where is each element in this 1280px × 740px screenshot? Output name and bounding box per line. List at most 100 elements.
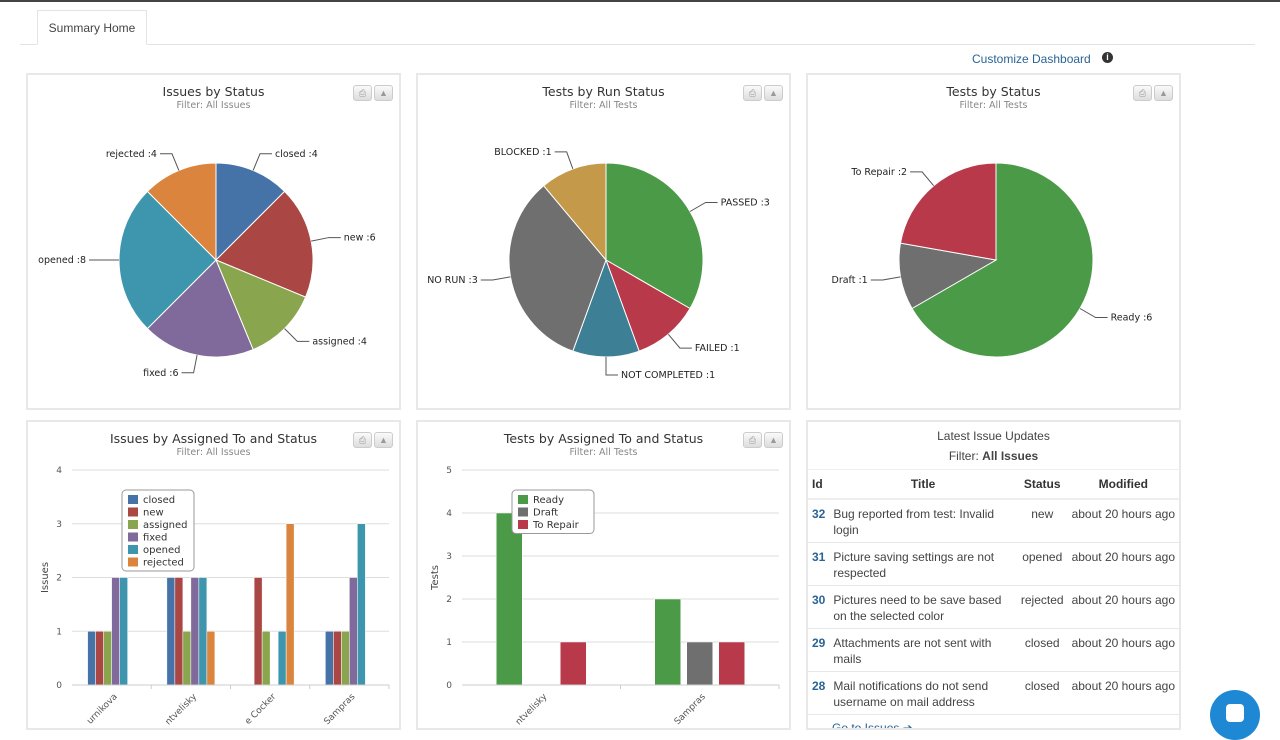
pie-label: rejected :4 <box>106 149 157 160</box>
chat-icon <box>1226 704 1244 722</box>
issue-id-link[interactable]: 31 <box>808 542 830 586</box>
chart-filter: Filter: All Tests <box>569 447 638 458</box>
download-icon[interactable]: ▲ <box>374 85 393 101</box>
pie-label: closed :4 <box>275 149 318 160</box>
column-header-title[interactable]: Title <box>829 469 1017 500</box>
y-axis-label: Issues <box>40 562 51 593</box>
issue-title: Picture saving settings are not respecte… <box>829 542 1017 586</box>
issue-status: opened <box>1016 542 1068 586</box>
download-icon[interactable]: ▲ <box>1154 85 1173 101</box>
issue-title: Attachments are not sent with mails <box>829 628 1017 672</box>
go-to-issues-link[interactable]: Go to Issues ➔ <box>808 714 1179 728</box>
chart-svg: 0 1 2 3 4 Issues urnikova ntvelisky e Cocker Samp… <box>40 466 390 728</box>
latest-issue-updates-panel: Latest Issue Updates Filter: All Issues … <box>806 420 1181 730</box>
pie-connector <box>252 153 273 171</box>
pie-slice <box>542 162 607 262</box>
pie-label: Draft :1 <box>832 275 868 286</box>
bar-opened <box>119 577 128 686</box>
y-tick-label: 1 <box>446 638 452 648</box>
legend-swatch <box>518 507 528 517</box>
pie-label: assigned :4 <box>312 336 367 347</box>
print-icon[interactable]: ⎙ <box>353 432 372 448</box>
y-tick-label: 2 <box>446 595 452 605</box>
filter-value: All Issues <box>982 449 1039 463</box>
legend-swatch <box>518 495 528 504</box>
bar-to-repair <box>560 641 587 686</box>
column-header-modified[interactable]: Modified <box>1067 469 1179 500</box>
issue-status: closed <box>1016 671 1068 714</box>
chart-panel: Tests by Assigned To and Status Filter: A… <box>416 420 791 730</box>
column-header-id[interactable]: Id <box>808 469 830 500</box>
bar-fixed <box>190 577 200 686</box>
info-icon[interactable]: i <box>1102 52 1113 63</box>
issue-modified: about 20 hours ago <box>1067 628 1179 672</box>
y-tick-label: 0 <box>446 681 452 691</box>
print-icon[interactable]: ⎙ <box>743 85 762 101</box>
table-row[interactable]: 28 Mail notifications do not send usernam… <box>808 671 1179 714</box>
bar-new <box>333 631 342 686</box>
chart-title: Tests by Run Status <box>542 84 665 99</box>
issue-modified: about 20 hours ago <box>1067 671 1179 714</box>
pie-slice <box>146 259 254 358</box>
pie-label: fixed :6 <box>143 368 178 379</box>
tab-summary-home[interactable]: Summary Home <box>37 10 147 45</box>
pie-slice <box>508 184 607 352</box>
print-icon[interactable]: ⎙ <box>743 432 762 448</box>
chart-filter: Filter: All Issues <box>176 447 251 458</box>
pie-label: PASSED :3 <box>721 198 770 209</box>
issue-id-link[interactable]: 28 <box>808 671 830 714</box>
issue-status: rejected <box>1016 585 1068 629</box>
bar-new <box>95 631 104 686</box>
pie-slice <box>146 162 217 262</box>
legend-item: assigned <box>143 520 188 531</box>
download-icon[interactable]: ▲ <box>764 85 783 101</box>
table-row[interactable]: 31 Picture saving settings are not respec… <box>808 542 1179 586</box>
download-icon[interactable]: ▲ <box>374 432 393 448</box>
chart-buttons: ⎙ ▲ <box>743 85 783 101</box>
pie-label: FAILED :1 <box>695 343 740 354</box>
y-axis-label: Tests <box>430 565 441 591</box>
x-tick-label: Sampras <box>673 692 708 727</box>
panel-title: Latest Issue Updates <box>937 429 1050 443</box>
chart-panel: Tests by Status Filter: All Tests ⎙ ▲ Ready … <box>806 73 1181 410</box>
chart-title: Issues by Assigned To and Status <box>109 431 318 446</box>
y-tick-label: 4 <box>446 509 452 519</box>
y-tick-label: 1 <box>56 627 62 637</box>
pie-slice <box>605 162 704 310</box>
chart-panel: Issues by Status Filter: All Issues ⎙ ▲ clos… <box>26 73 401 410</box>
issue-status: closed <box>1016 628 1068 672</box>
pie-connector <box>480 276 511 281</box>
bar-closed <box>166 577 176 686</box>
print-icon[interactable]: ⎙ <box>353 85 372 101</box>
pie-slice <box>215 162 286 262</box>
bar-assigned <box>341 631 350 686</box>
issue-id-link[interactable]: 29 <box>808 628 830 672</box>
chat-widget-button[interactable] <box>1210 690 1260 740</box>
bar-closed <box>325 631 334 686</box>
pie-slice <box>118 190 217 330</box>
x-tick-label: ntvelisky <box>164 692 200 728</box>
issue-id-link[interactable]: 32 <box>808 498 830 543</box>
legend-item: opened <box>143 545 180 556</box>
bar-closed <box>87 631 96 686</box>
legend-box <box>121 489 195 572</box>
issue-modified: about 20 hours ago <box>1067 585 1179 629</box>
issue-modified: about 20 hours ago <box>1067 542 1179 586</box>
pie-label: To Repair :2 <box>850 167 907 178</box>
pie-connector <box>159 153 180 171</box>
column-header-status[interactable]: Status <box>1016 469 1068 500</box>
y-tick-label: 3 <box>446 552 452 562</box>
pie-slice <box>899 162 997 261</box>
customize-dashboard-link[interactable]: Customize Dashboard <box>972 52 1091 66</box>
print-icon[interactable]: ⎙ <box>1133 85 1152 101</box>
x-tick-label: e Cocker <box>243 692 278 727</box>
issue-id-link[interactable]: 30 <box>808 585 830 629</box>
legend-item: closed <box>143 495 175 506</box>
table-row[interactable]: 32 Bug reported from test: Invalid login n… <box>808 498 1179 543</box>
table-row[interactable]: 30 Pictures need to be save based on the … <box>808 585 1179 629</box>
pie-connector <box>870 276 901 281</box>
table-row[interactable]: 29 Attachments are not sent with mails clo… <box>808 628 1179 672</box>
pie-slice <box>898 242 998 310</box>
download-icon[interactable]: ▲ <box>764 432 783 448</box>
pie-label: opened :8 <box>38 255 86 266</box>
